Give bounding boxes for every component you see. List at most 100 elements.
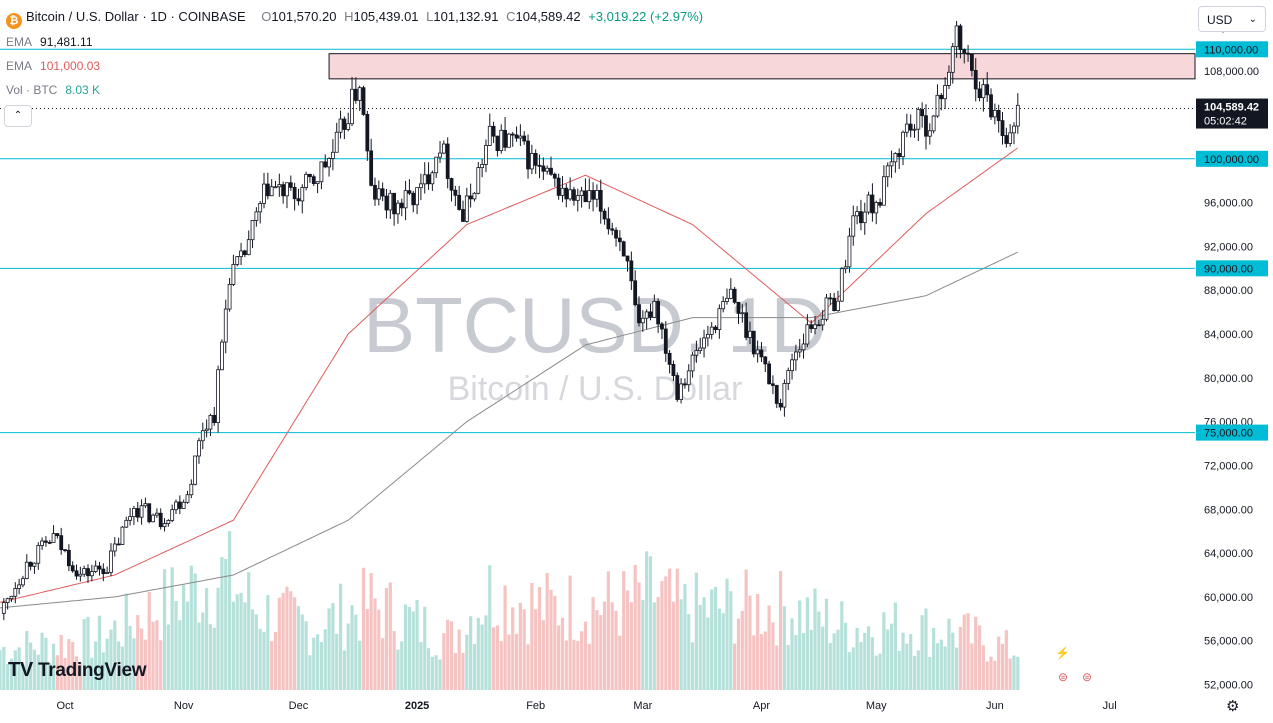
candle-body: [70, 565, 75, 572]
volume-bar: [476, 617, 480, 690]
candle-body: [924, 115, 928, 137]
candle-body: [805, 324, 810, 345]
volume-bar: [1004, 630, 1008, 690]
candle-body: [407, 190, 412, 194]
candle-body: [985, 84, 990, 96]
candle-body: [461, 209, 465, 222]
volume-bar: [120, 646, 125, 690]
volume-bar: [553, 595, 557, 690]
volume-bar: [407, 607, 412, 690]
collapse-legend-button[interactable]: ⌃: [4, 105, 32, 127]
candle-body: [736, 301, 741, 314]
candle-body: [966, 52, 970, 55]
volume-bar: [136, 615, 140, 690]
volume-bar: [162, 569, 167, 690]
candle-body: [671, 363, 676, 376]
volume-bar: [296, 606, 301, 690]
volume-bar: [423, 606, 427, 690]
volume-bar: [0, 650, 2, 690]
candle-body: [958, 25, 963, 50]
volume-bar: [472, 644, 477, 690]
candle-body: [537, 164, 542, 167]
candle-body: [59, 535, 64, 551]
volume-bar: [947, 618, 951, 690]
volume-bar: [86, 616, 90, 690]
volume-bar: [235, 594, 239, 690]
y-tick-label: 56,000.00: [1204, 636, 1253, 648]
volume-bar: [591, 597, 595, 690]
volume-bar: [824, 598, 829, 690]
indicator-volume[interactable]: Vol · BTC 8.03 K: [6, 83, 101, 97]
settings-gear-icon[interactable]: ⚙: [1226, 698, 1240, 715]
candle-body: [392, 192, 397, 215]
candle-body: [200, 430, 205, 442]
candle-body: [702, 337, 706, 349]
volume-bar: [813, 588, 817, 690]
volume-bar: [828, 643, 832, 690]
volume-bar: [289, 591, 293, 690]
candle-body: [116, 543, 121, 546]
candle-body: [893, 153, 898, 163]
volume-bar: [484, 615, 488, 690]
tradingview-logo[interactable]: TV TradingView: [8, 659, 147, 682]
volume-bar: [625, 590, 630, 690]
ema-50-line: [0, 147, 1019, 603]
symbol-legend: ₿ Bitcoin / U.S. Dollar · 1D · COINBASE O…: [6, 9, 703, 29]
level-label: 110,000.00: [1204, 44, 1258, 56]
candle-body: [24, 561, 29, 579]
candle-body: [419, 183, 423, 189]
candle-body: [139, 505, 144, 518]
candle-body: [388, 192, 393, 211]
lightning-event-icon[interactable]: ⚡: [1055, 646, 1070, 660]
candle-body: [843, 266, 848, 270]
candle-body: [220, 341, 224, 371]
candle-body: [598, 190, 603, 212]
symbol-title[interactable]: Bitcoin / U.S. Dollar · 1D · COINBASE: [26, 9, 246, 24]
candle-body: [920, 109, 925, 117]
candle-body: [480, 164, 485, 168]
volume-bar: [675, 568, 679, 690]
volume-bar: [775, 645, 779, 690]
volume-bar: [541, 620, 545, 690]
volume-bar: [442, 633, 446, 690]
volume-bar: [403, 604, 408, 690]
candle-body: [881, 176, 886, 206]
volume-bar: [637, 582, 641, 690]
candle-body: [82, 568, 87, 575]
candle-body: [453, 189, 458, 196]
volume-bar: [216, 587, 220, 690]
volume-bar: [549, 589, 553, 690]
us-flag-event-icon[interactable]: ⊜: [1082, 670, 1093, 684]
candle-body: [686, 370, 691, 386]
candle-body: [445, 143, 450, 179]
indicator-ema-fast[interactable]: EMA 101,000.03: [6, 59, 101, 73]
volume-bar: [889, 623, 894, 690]
volume-bar: [78, 661, 82, 690]
candle-body: [771, 383, 775, 386]
y-tick-label: 84,000.00: [1204, 329, 1253, 341]
candle-body: [931, 115, 936, 132]
volume-bar: [798, 600, 802, 690]
level-label-bg: [1196, 260, 1268, 277]
currency-select[interactable]: USD ⌄: [1198, 6, 1266, 32]
volume-bar: [151, 621, 155, 690]
candle-body: [897, 153, 902, 158]
candle-body: [185, 494, 190, 503]
volume-bar: [63, 658, 67, 690]
candle-body: [763, 356, 768, 365]
volume-bar: [392, 631, 396, 690]
us-flag-event-icon[interactable]: ⊜: [1058, 670, 1069, 684]
volume-bar: [744, 569, 748, 690]
volume-bar: [710, 589, 714, 690]
indicator-ema-slow[interactable]: EMA 91,481.11: [6, 35, 93, 49]
candle-body: [625, 255, 630, 262]
volume-bar: [916, 650, 920, 690]
volume-bar: [44, 637, 48, 690]
volume-bar: [319, 641, 324, 690]
volume-bar: [312, 637, 316, 690]
candle-body: [947, 71, 951, 86]
candle-body: [93, 565, 98, 572]
candle-body: [17, 584, 22, 589]
volume-bar: [323, 629, 327, 690]
